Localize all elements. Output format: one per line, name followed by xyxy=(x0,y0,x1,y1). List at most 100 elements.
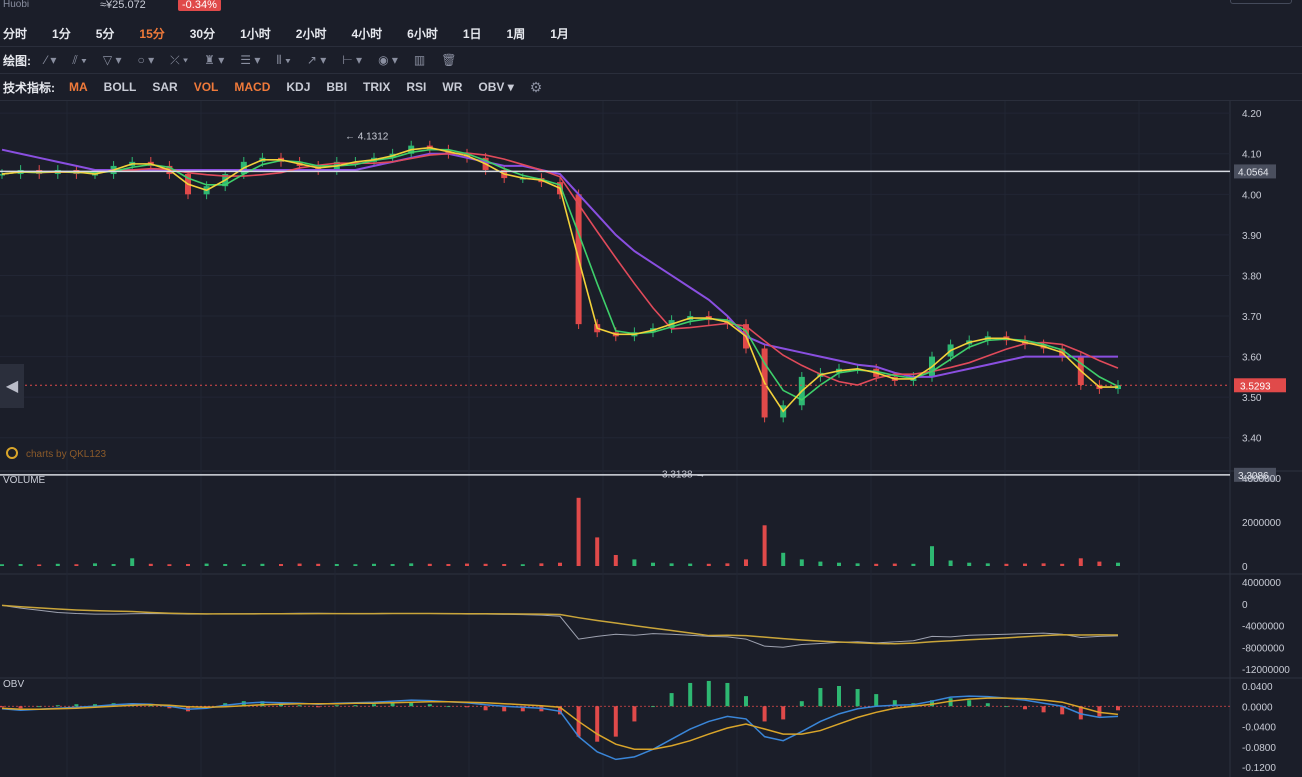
level-low-label: 3.3086 xyxy=(1238,471,1269,482)
macd-hist-bar xyxy=(446,706,451,708)
bars-tool-icon[interactable]: ▥ xyxy=(413,53,426,67)
volume-bar xyxy=(409,563,414,566)
volume-bar xyxy=(334,564,339,566)
price-tick-7: 3.50 xyxy=(1242,393,1262,404)
volume-bar xyxy=(985,563,990,566)
macd-hist-bar xyxy=(502,706,507,712)
collapse-left-button[interactable]: ◀ xyxy=(0,364,24,408)
gear-icon[interactable]: ⚙ xyxy=(529,78,543,95)
grid-tool-icon[interactable]: ⦀ ▾ xyxy=(276,52,291,67)
macd-hist-bar xyxy=(353,705,358,707)
timeframe-7[interactable]: 4小时 xyxy=(351,26,383,41)
macd-hist-bar xyxy=(93,704,97,707)
arrow-tool-icon[interactable]: ↗ ▾ xyxy=(306,53,327,67)
indicator-bbi[interactable]: BBI xyxy=(326,80,348,94)
volume-bar xyxy=(837,562,841,566)
timeframe-4[interactable]: 30分 xyxy=(189,26,216,41)
indicator-kdj[interactable]: KDJ xyxy=(286,80,311,94)
line-tool-icon[interactable]: ⁄ ▾ xyxy=(45,53,57,67)
ray-tool-icon[interactable]: ⫽ ▾ xyxy=(72,52,87,67)
measure-tool-icon[interactable]: ⊢ ▾ xyxy=(342,53,363,67)
timeframe-3[interactable]: 15分 xyxy=(139,26,165,41)
timeframe-bar: 分时 1分 5分 15分 30分 1小时 2小时 4小时 6小时 1日 1周 1月 xyxy=(0,20,1302,47)
volume-bar xyxy=(855,563,860,566)
volume-bar xyxy=(186,564,190,566)
cross-tool-icon[interactable]: ⤫ ▾ xyxy=(170,52,189,67)
price-tick-2: 4.00 xyxy=(1242,190,1262,201)
price-tick-0: 4.20 xyxy=(1242,109,1262,120)
indicator-obv[interactable]: OBV ▾ xyxy=(478,80,514,94)
volume-bar xyxy=(539,563,544,566)
timeframe-6[interactable]: 2小时 xyxy=(295,26,327,41)
volume-bar xyxy=(148,563,153,566)
volume-bar xyxy=(74,564,79,566)
trash-icon[interactable]: 🗑 xyxy=(441,53,457,67)
volume-bar xyxy=(372,563,376,566)
indicator-rsi[interactable]: RSI xyxy=(406,80,427,94)
timeframe-11[interactable]: 1月 xyxy=(550,26,569,41)
volume-bar xyxy=(260,563,265,566)
volume-bar xyxy=(576,497,581,566)
macd-hist-bar xyxy=(409,702,414,707)
volume-bar xyxy=(911,563,916,566)
indicator-sar[interactable]: SAR xyxy=(152,80,178,94)
obv-title: OBV xyxy=(3,679,24,690)
triangle-tool-icon[interactable]: ▽ ▾ xyxy=(102,53,122,67)
cny-price: ≈¥25.072 xyxy=(100,0,146,11)
timeframe-8[interactable]: 6小时 xyxy=(407,26,438,41)
volume-bar xyxy=(390,564,395,566)
volume-bar xyxy=(669,563,674,566)
indicator-macd[interactable]: MACD xyxy=(234,80,271,94)
draw-label: 绘图: xyxy=(3,53,31,68)
volume-tick-1: 2000000 xyxy=(1242,518,1281,529)
volume-bar xyxy=(93,563,97,566)
volume-bar xyxy=(297,563,302,566)
macd-hist-bar xyxy=(520,706,525,712)
window-control[interactable] xyxy=(1230,0,1292,4)
macd-hist-bar xyxy=(613,706,618,737)
macd-hist-bar xyxy=(316,706,321,708)
price-chart[interactable]: 4.20 4.10 4.00 3.90 3.80 3.70 3.60 3.50 3.40 4.05… xyxy=(0,101,1302,777)
macd-hist-bar xyxy=(706,680,711,707)
indicator-wr[interactable]: WR xyxy=(442,80,463,94)
indicator-boll[interactable]: BOLL xyxy=(103,80,137,94)
volume-bar xyxy=(595,537,600,566)
macd-hist-bar xyxy=(37,706,42,708)
volume-bar xyxy=(223,564,228,566)
timeframe-10[interactable]: 1周 xyxy=(506,26,526,41)
exchange-name: Huobi xyxy=(3,0,30,10)
visibility-tool-icon[interactable]: ◉ ▾ xyxy=(378,53,398,67)
drawing-toolbar: 绘图: ⁄ ▾ ⫽ ▾ ▽ ▾ ○ ▾ ⤫ ▾ ♜ ▾ ☰ ▾ ⦀ ▾ ↗ ▾ ⊢ ▾ ◉ ▾ ▥ 🗑 xyxy=(0,47,1302,74)
indicator-trix[interactable]: TRIX xyxy=(363,80,391,94)
timeframe-9[interactable]: 1日 xyxy=(462,26,482,41)
timeframe-0[interactable]: 分时 xyxy=(3,26,28,41)
price-tick-4: 3.80 xyxy=(1242,271,1262,282)
macd-hist-bar xyxy=(55,705,60,707)
volume-bar xyxy=(427,563,432,566)
ma60-line xyxy=(1,148,1118,378)
chart-background xyxy=(0,101,1302,777)
fib-tool-icon[interactable]: ☰ ▾ xyxy=(240,53,261,67)
macd-hist-bar xyxy=(781,706,786,720)
price-tick-5: 3.70 xyxy=(1242,312,1262,323)
indicator-ma[interactable]: MA xyxy=(69,80,88,94)
macd-hist-bar xyxy=(1041,706,1046,713)
indicator-vol[interactable]: VOL xyxy=(193,80,219,94)
price-tick-6: 3.60 xyxy=(1242,353,1262,364)
macd-hist-bar xyxy=(837,686,841,707)
pattern-tool-icon[interactable]: ♜ ▾ xyxy=(204,53,225,67)
timeframe-2[interactable]: 5分 xyxy=(95,26,115,41)
macd-hist-bar xyxy=(465,706,469,708)
volume-bar xyxy=(1116,562,1120,566)
macd-hist-bar xyxy=(855,689,860,707)
timeframe-1[interactable]: 1分 xyxy=(52,26,71,41)
volume-bar xyxy=(1004,563,1009,566)
level-low-tag xyxy=(1234,467,1276,482)
macd-hist-bar xyxy=(985,703,990,707)
timeframe-5[interactable]: 1小时 xyxy=(240,26,271,41)
volume-bar xyxy=(781,552,786,566)
volume-bar xyxy=(558,562,562,566)
volume-tick-0: 4000000 xyxy=(1242,474,1281,485)
indicator-bar: 技术指标: MA BOLL SAR VOL MACD KDJ BBI TRIX RSI WR OBV… xyxy=(0,74,1302,101)
circle-tool-icon[interactable]: ○ ▾ xyxy=(137,53,155,67)
